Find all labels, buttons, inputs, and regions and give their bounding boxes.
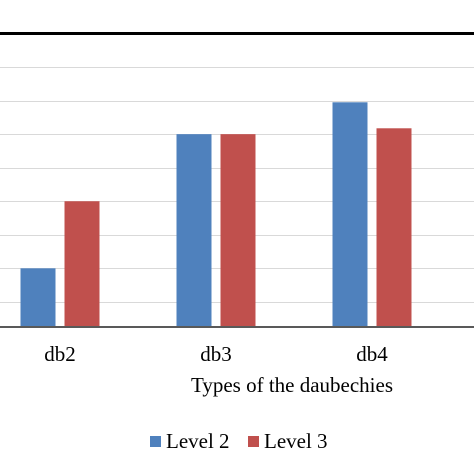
legend-swatch-level-2 [150,436,161,447]
bar-level-2-db4 [332,102,368,328]
legend-swatch-level-3 [248,436,259,447]
bars [20,102,412,328]
bar-level-2-db3 [176,134,212,327]
x-tick-label-db2: db2 [44,342,76,366]
bar-level-2-db2 [20,268,56,327]
x-tick-label-db3: db3 [200,342,232,366]
bar-level-3-db4 [376,128,412,327]
x-axis-title: Types of the daubechies [191,373,393,397]
legend-label-level-3: Level 3 [264,429,328,453]
bar-level-3-db3 [220,134,256,327]
x-tick-label-db4: db4 [356,342,388,366]
bar-level-3-db2 [64,201,100,327]
legend-label-level-2: Level 2 [166,429,230,453]
tick-labels: db2 db3 db4 [44,342,388,366]
axes [0,32,474,328]
legend: Level 2 Level 3 [150,429,328,453]
